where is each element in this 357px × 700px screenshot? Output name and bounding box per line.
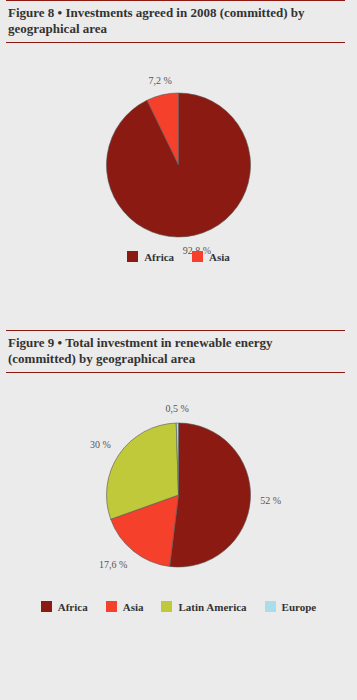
html-text:Latin America: Latin America [178, 601, 247, 613]
svg-text:7,2 %: 7,2 % [148, 75, 171, 86]
html-text:Europe: Europe [281, 601, 317, 613]
svg-text:52 %: 52 % [260, 495, 281, 506]
html-text:Figure 9 • Total investment in: Figure 9 • Total investment in renewable… [8, 335, 273, 366]
html-text:Asia: Asia [122, 601, 144, 613]
html-text:Figure 8 • Investments agreed: Figure 8 • Investments agreed in 2008 (c… [8, 5, 305, 36]
svg-text:17,6 %: 17,6 % [99, 559, 127, 570]
html-text:Asia: Asia [209, 251, 230, 263]
html-text:Africa: Africa [144, 251, 175, 263]
html-text:Africa: Africa [57, 601, 88, 613]
svg-text:92,8 %: 92,8 % [182, 244, 212, 256]
svg-text:0,5 %: 0,5 % [166, 403, 189, 414]
svg-text:30 %: 30 % [90, 439, 111, 450]
